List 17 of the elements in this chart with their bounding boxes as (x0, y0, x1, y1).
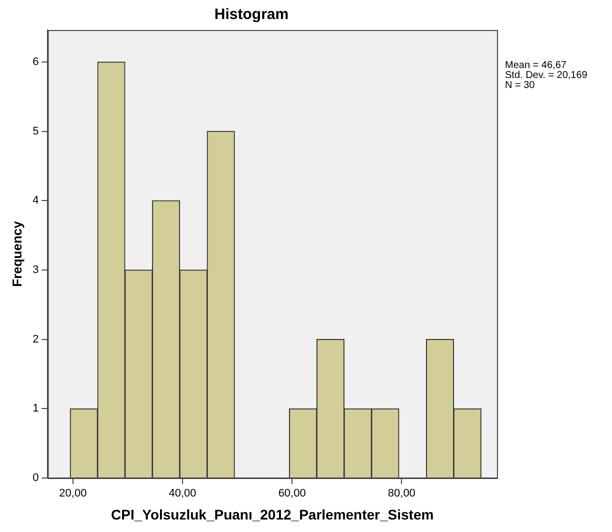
x-tick-label: 40,00 (168, 488, 196, 500)
x-axis-title: CPI_Yolsuzluk_Puanı_2012_Parlementer_Sistem (111, 506, 434, 522)
y-tick-label: 3 (32, 264, 39, 276)
y-tick-label: 1 (32, 402, 39, 415)
y-tick-label: 2 (32, 333, 39, 346)
y-tick-label: 0 (32, 472, 39, 484)
text: Mean = 46,67 (505, 60, 567, 71)
x-tick-label: 60,00 (278, 488, 306, 500)
y-axis-title: Frequency (9, 220, 24, 287)
x-tick-label: 80,00 (388, 488, 416, 500)
y-tick-label: 6 (32, 56, 39, 68)
y-tick-label: 5 (32, 125, 39, 138)
x-tick-label: 20,00 (59, 488, 87, 500)
text: Std. Dev. = 20,169 (505, 70, 588, 81)
text: N = 30 (505, 80, 536, 91)
y-tick-label: 4 (32, 194, 39, 207)
chart-title: Histogram (214, 6, 289, 24)
